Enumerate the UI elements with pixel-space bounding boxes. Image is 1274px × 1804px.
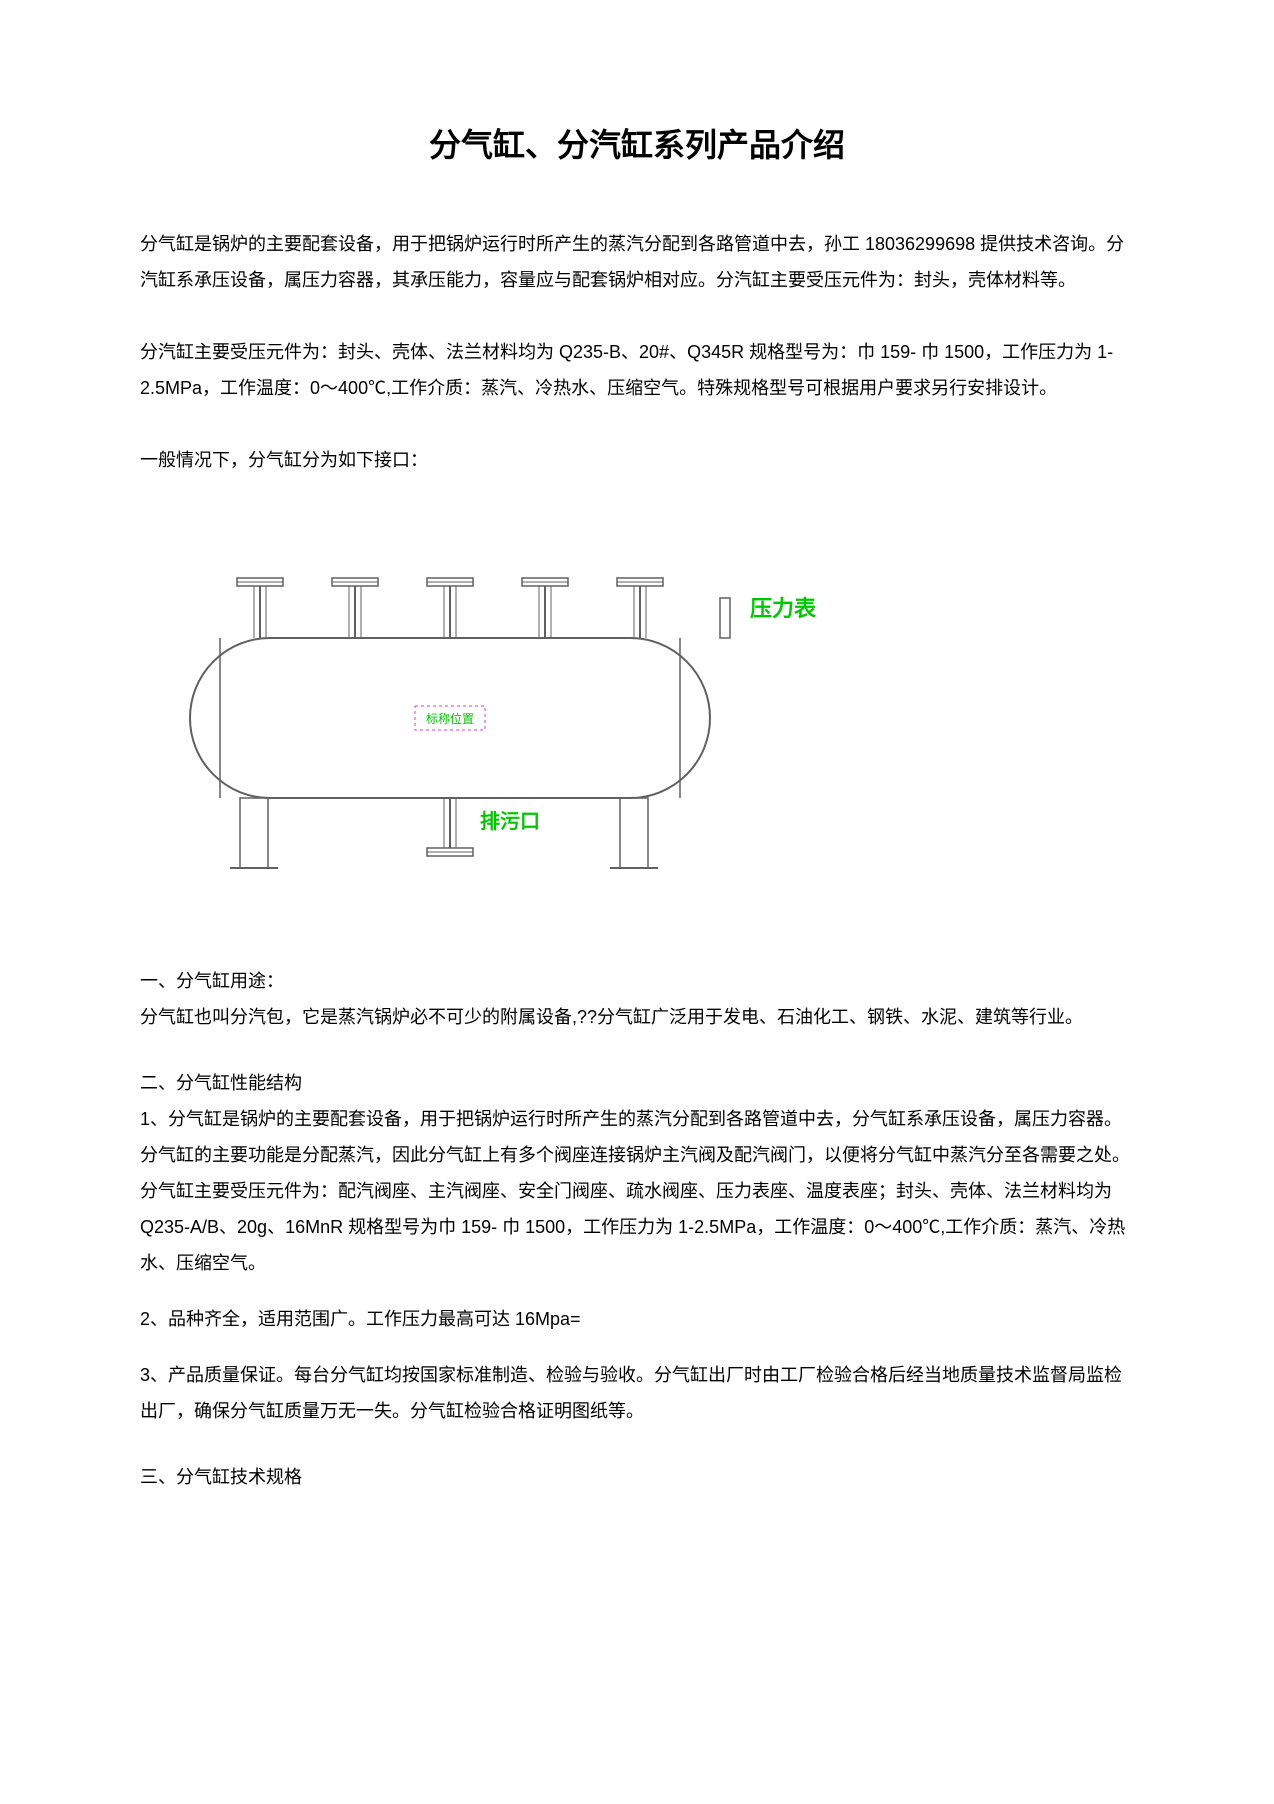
section-2-title: 二、分气缸性能结构 bbox=[140, 1065, 1134, 1101]
intro-para-2: 分汽缸主要受压元件为：封头、壳体、法兰材料均为 Q235-B、20#、Q345R… bbox=[140, 334, 1134, 406]
section-2-p2: 2、品种齐全，适用范围广。工作压力最高可达 16Mpa= bbox=[140, 1301, 1134, 1337]
section-1-title: 一、分气缸用途： bbox=[140, 963, 1134, 999]
page-title: 分气缸、分汽缸系列产品介绍 bbox=[140, 120, 1134, 166]
svg-text:标称位置: 标称位置 bbox=[426, 711, 474, 726]
section-2-p1: 1、分气缸是锅炉的主要配套设备，用于把锅炉运行时所产生的蒸汽分配到各路管道中去，… bbox=[140, 1101, 1134, 1281]
intro-para-1: 分气缸是锅炉的主要配套设备，用于把锅炉运行时所产生的蒸汽分配到各路管道中去，孙工… bbox=[140, 226, 1134, 298]
svg-text:压力表: 压力表 bbox=[750, 596, 817, 621]
vessel-svg: 压力表标称位置排污口 bbox=[140, 518, 840, 898]
vessel-diagram: 压力表标称位置排污口 bbox=[140, 518, 1134, 903]
section-2-p3: 3、产品质量保证。每台分气缸均按国家标准制造、检验与验收。分气缸出厂时由工厂检验… bbox=[140, 1357, 1134, 1429]
section-3-title: 三、分气缸技术规格 bbox=[140, 1459, 1134, 1495]
svg-text:排污口: 排污口 bbox=[480, 809, 540, 833]
section-1-body: 分气缸也叫分汽包，它是蒸汽锅炉必不可少的附属设备,??分气缸广泛用于发电、石油化… bbox=[140, 999, 1134, 1035]
intro-para-3: 一般情况下，分气缸分为如下接口： bbox=[140, 442, 1134, 478]
